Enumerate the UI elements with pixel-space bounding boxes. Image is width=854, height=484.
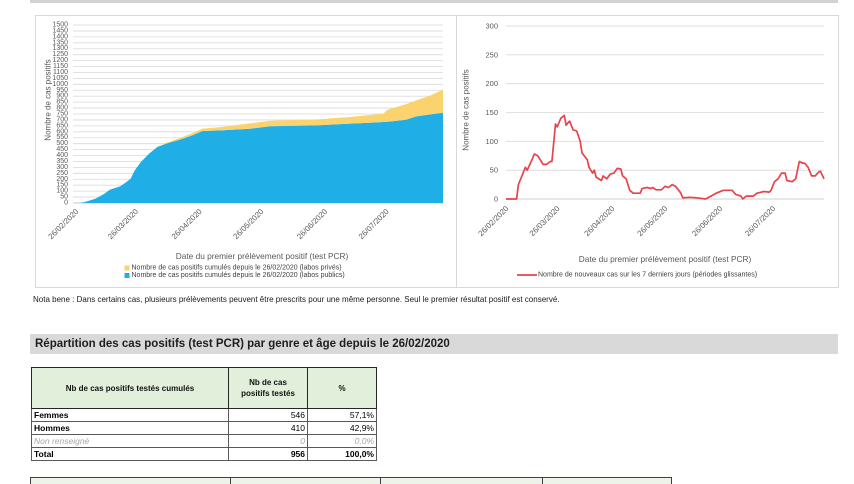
x-tick-label: 26/04/2020 — [582, 204, 616, 238]
y-tick-label: 450 — [56, 146, 68, 153]
y-tick-label: 1000 — [52, 81, 68, 88]
legend-item: Nombre de cas positifs cumulés depuis le… — [124, 265, 342, 272]
area-labos-publics — [73, 112, 443, 203]
y-axis-title: Nombre de cas positifs — [462, 69, 471, 150]
y-tick-label: 0 — [64, 200, 68, 207]
y-tick-label: 950 — [56, 87, 68, 94]
rolling-new-cases-chart: 0 50 100 150 200 250 300 26/02/2020 26/03/2020 26… — [456, 15, 839, 288]
y-tick-label: 150 — [56, 182, 68, 189]
x-tick-label: 26/06/2020 — [295, 207, 329, 241]
y-tick-label: 200 — [56, 176, 68, 183]
x-axis-title: Date du premier prélèvement positif (tes… — [176, 251, 349, 261]
y-tick-label: 300 — [56, 164, 68, 171]
age-table-column — [30, 478, 230, 484]
row-percent: 57,1% — [307, 408, 377, 422]
y-tick-label: 1300 — [52, 45, 68, 52]
y-tick-label: 100 — [485, 137, 498, 146]
row-label: Non renseigné — [31, 434, 229, 448]
row-count: 410 — [228, 421, 308, 435]
y-tick-label: 1050 — [52, 75, 68, 82]
table-row-non-renseigne: Non renseigné 0 0,0% — [31, 434, 377, 448]
y-tick-label: 550 — [56, 134, 68, 141]
row-label: Total — [31, 447, 229, 461]
y-tick-label: 300 — [485, 22, 498, 31]
table-row-hommes: Hommes 410 42,9% — [31, 421, 377, 435]
x-tick-label: 26/03/2020 — [528, 204, 562, 238]
y-axis-title: Nombre de cas positifs — [44, 59, 53, 140]
table-row-femmes: Femmes 546 57,1% — [31, 408, 377, 422]
legend-swatch — [124, 265, 130, 271]
y-tick-label: 1100 — [53, 69, 68, 76]
row-percent: 42,9% — [307, 421, 377, 435]
y-tick-label: 250 — [485, 50, 498, 59]
y-tick-label: 1250 — [52, 51, 68, 58]
section-header-bar: Répartition des cas positifs (test PCR) … — [30, 334, 838, 354]
x-tick-label: 26/05/2020 — [231, 207, 265, 241]
legend-item: Nombre de nouveaux cas sur les 7 dernier… — [517, 272, 757, 279]
row-count: 546 — [228, 408, 308, 422]
column-header-category: Nb de cas positifs testés cumulés — [31, 367, 229, 409]
row-percent: 100,0% — [307, 447, 377, 461]
x-tick-label: 26/07/2020 — [357, 207, 391, 241]
legend-swatch — [124, 273, 130, 278]
gender-table: Nb de cas positifs testés cumulés Nb de … — [31, 367, 377, 461]
y-tick-label: 1450 — [52, 27, 68, 34]
row-count: 956 — [228, 447, 308, 461]
section-title: Répartition des cas positifs (test PCR) … — [35, 338, 450, 350]
y-tick-label: 200 — [485, 79, 498, 88]
legend-label: Nombre de nouveaux cas sur les 7 dernier… — [538, 272, 757, 279]
age-table-column — [542, 478, 672, 484]
x-tick-label: 26/03/2020 — [106, 207, 140, 241]
row-count: 0 — [228, 434, 308, 448]
y-tick-label: 850 — [56, 99, 68, 106]
y-tick-label: 1200 — [52, 57, 68, 64]
cumulative-cases-chart: 0 50 100 150 200 250 300 350 400 450 500 550 600 650 7… — [35, 15, 457, 288]
row-label: Hommes — [31, 421, 229, 435]
row-label: Femmes — [31, 408, 229, 422]
column-header-count: Nb de cas positifs testés — [228, 367, 308, 409]
x-axis-title: Date du premier prélèvement positif (tes… — [579, 254, 752, 264]
legend-label: Nombre de cas positifs cumulés depuis le… — [132, 272, 345, 279]
legend-item: Nombre de cas positifs cumulés depuis le… — [124, 272, 345, 279]
y-tick-label: 700 — [56, 116, 68, 123]
y-tick-label: 1150 — [53, 63, 68, 70]
x-tick-label: 26/04/2020 — [170, 207, 204, 241]
cumulative-cases-chart-svg: 0501001502002503003504004505005506006507… — [44, 22, 443, 279]
y-tick-label: 50 — [60, 194, 68, 201]
y-tick-label: 250 — [56, 170, 68, 177]
column-header-percent: % — [307, 367, 377, 409]
y-tick-label: 800 — [56, 105, 68, 112]
y-tick-label: 1350 — [52, 39, 68, 46]
y-tick-label: 0 — [494, 195, 498, 204]
x-tick-label: 26/05/2020 — [635, 204, 669, 238]
y-tick-label: 1500 — [52, 22, 68, 29]
y-tick-label: 650 — [56, 122, 68, 129]
y-tick-label: 750 — [56, 111, 68, 118]
y-tick-label: 350 — [56, 158, 68, 165]
previous-section-header-bar — [30, 0, 838, 3]
y-tick-label: 1400 — [52, 33, 68, 40]
table-row-total: Total 956 100,0% — [31, 447, 377, 461]
age-table-header-partial — [30, 477, 672, 484]
age-table-column — [380, 478, 542, 484]
y-tick-label: 500 — [56, 140, 68, 147]
table-header-row: Nb de cas positifs testés cumulés Nb de … — [31, 367, 377, 409]
y-tick-label: 150 — [485, 108, 498, 117]
area-labos-prives — [73, 89, 443, 203]
legend-label: Nombre de cas positifs cumulés depuis le… — [132, 265, 342, 272]
age-table-column — [230, 478, 380, 484]
series-line-nouveaux-cas-7-jours — [506, 114, 825, 200]
y-tick-label: 400 — [56, 152, 68, 159]
x-tick-label: 26/02/2020 — [476, 204, 510, 238]
y-tick-label: 600 — [56, 128, 68, 135]
y-tick-label: 50 — [490, 166, 498, 175]
x-tick-label: 26/02/2020 — [46, 207, 80, 241]
x-tick-label: 26/06/2020 — [690, 204, 724, 238]
x-tick-label: 26/07/2020 — [743, 204, 777, 238]
y-tick-label: 100 — [56, 188, 68, 195]
rolling-new-cases-chart-svg: 0 50 100 150 200 250 300 26/02/2020 26/03/2020 26… — [462, 22, 825, 279]
y-tick-label: 900 — [56, 93, 68, 100]
row-percent: 0,0% — [307, 434, 377, 448]
nota-bene-note: Nota bene : Dans certains cas, plusieurs… — [33, 295, 560, 304]
